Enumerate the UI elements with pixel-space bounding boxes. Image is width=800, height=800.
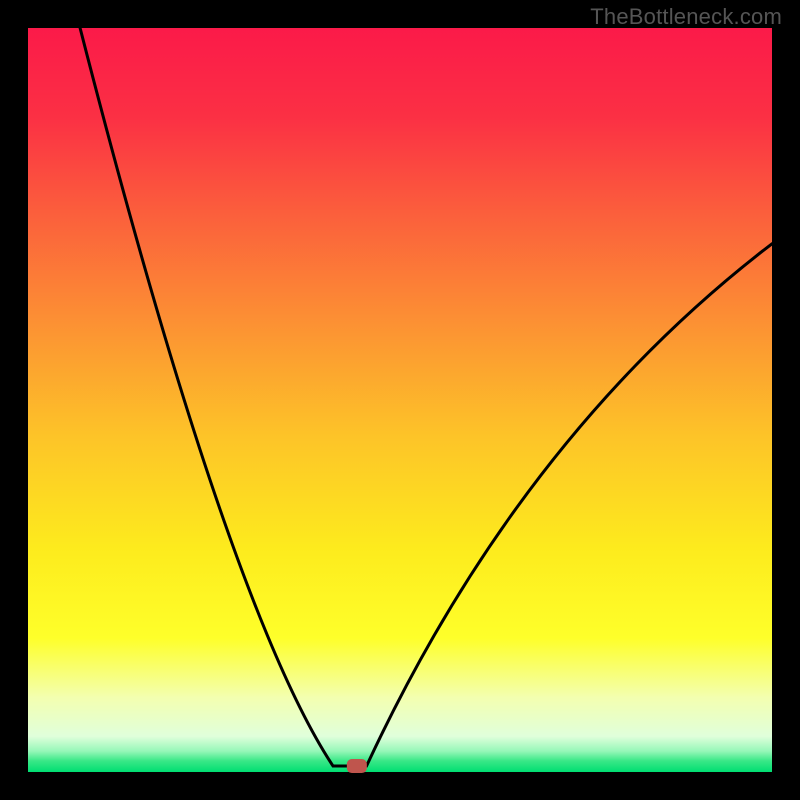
optimum-marker [347, 759, 367, 773]
watermark-text: TheBottleneck.com [590, 4, 782, 30]
chart-frame: TheBottleneck.com [0, 0, 800, 800]
plot-background [28, 28, 772, 772]
bottleneck-chart [0, 0, 800, 800]
